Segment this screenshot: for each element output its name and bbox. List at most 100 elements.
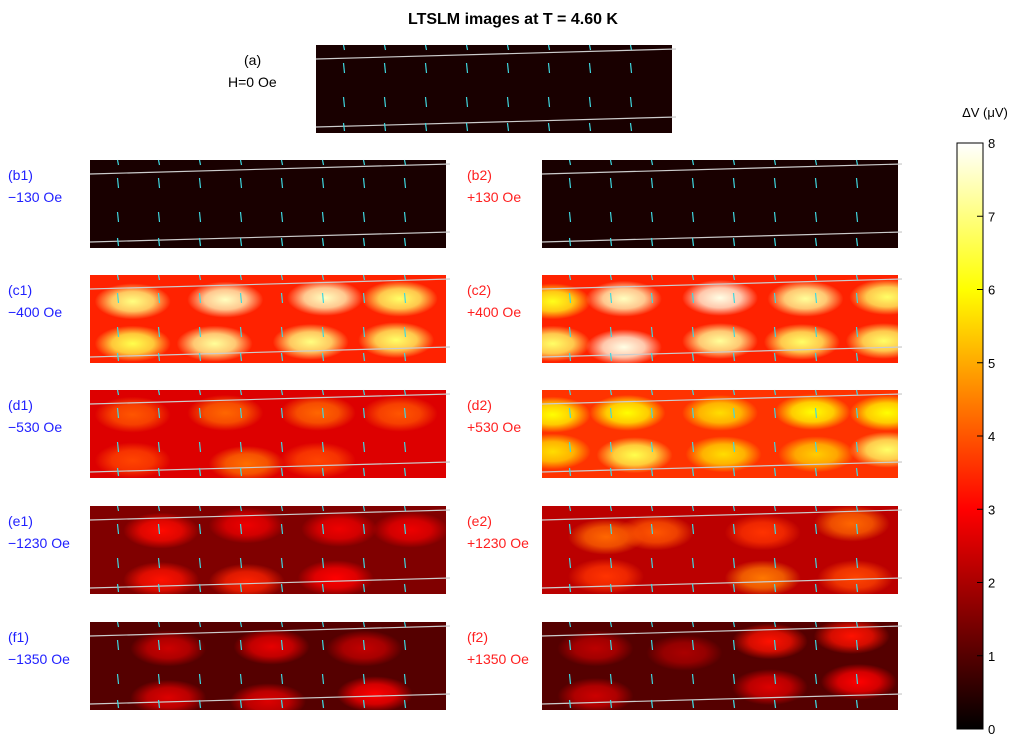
panel-tag: (b1)	[8, 167, 33, 183]
panel-background	[90, 160, 446, 248]
marker-tick	[609, 407, 613, 419]
vertical-markers	[116, 621, 407, 709]
marker-tick	[362, 639, 366, 651]
marker-tick	[342, 44, 346, 51]
marker-tick	[239, 326, 243, 338]
marker-tick	[547, 122, 551, 132]
edge-line-top	[89, 509, 451, 521]
marker-tick	[855, 621, 859, 628]
colorbar-tick-label: 1	[988, 649, 995, 664]
marker-tick	[157, 159, 161, 166]
marker-tick	[280, 557, 284, 569]
panel-d1: (d1) −530 Oe	[8, 389, 451, 478]
marker-tick	[568, 237, 572, 247]
marker-tick	[321, 211, 325, 223]
panel-spots	[542, 394, 898, 474]
panel-background	[316, 45, 672, 133]
marker-tick	[814, 699, 818, 709]
marker-tick	[116, 211, 120, 223]
marker-tick	[116, 326, 120, 338]
marker-tick	[568, 557, 572, 569]
marker-tick	[239, 583, 243, 593]
marker-tick	[650, 699, 654, 709]
marker-tick	[198, 237, 202, 247]
marker-tick	[321, 237, 325, 247]
marker-tick	[239, 441, 243, 453]
marker-tick	[609, 639, 613, 651]
marker-tick	[609, 177, 613, 189]
marker-tick	[609, 467, 613, 477]
panel-spots	[94, 279, 438, 362]
vertical-markers	[342, 44, 633, 132]
hot-spot	[542, 283, 591, 320]
edge-line-top	[89, 163, 451, 175]
hot-spot	[286, 279, 363, 316]
marker-tick	[855, 583, 859, 593]
panel-c2: (c2) +400 Oe	[467, 274, 903, 363]
marker-tick	[321, 352, 325, 362]
panel-e1: (e1) −1230 Oe	[8, 505, 451, 594]
colorbar-label: ΔV (μV)	[962, 105, 1008, 120]
marker-tick	[198, 159, 202, 166]
marker-tick	[157, 352, 161, 362]
marker-tick	[321, 699, 325, 709]
marker-tick	[198, 211, 202, 223]
marker-tick	[855, 352, 859, 362]
marker-tick	[609, 211, 613, 223]
marker-tick	[773, 639, 777, 651]
marker-tick	[157, 326, 161, 338]
hot-spot	[358, 322, 435, 359]
marker-tick	[629, 122, 633, 132]
hot-spot	[272, 323, 349, 360]
panel-tag: (c1)	[8, 282, 32, 298]
hot-spot	[94, 396, 171, 433]
marker-tick	[568, 523, 572, 535]
marker-tick	[157, 699, 161, 709]
marker-tick	[609, 274, 613, 281]
marker-tick	[198, 523, 202, 535]
marker-tick	[855, 441, 859, 453]
marker-tick	[362, 407, 366, 419]
marker-tick	[362, 523, 366, 535]
marker-tick	[855, 467, 859, 477]
marker-tick	[198, 292, 202, 304]
marker-tick	[239, 292, 243, 304]
marker-tick	[362, 177, 366, 189]
marker-tick	[239, 505, 243, 512]
hot-spot	[94, 442, 171, 478]
panel-spots	[542, 279, 898, 363]
marker-tick	[609, 583, 613, 593]
panel-background	[542, 160, 898, 248]
hot-spot	[585, 329, 662, 363]
marker-tick	[691, 523, 695, 535]
colorbar-tick-label: 5	[988, 356, 995, 371]
panel-field: −1230 Oe	[8, 535, 70, 551]
marker-tick	[157, 237, 161, 247]
marker-tick	[773, 389, 777, 396]
hot-spot	[682, 279, 758, 316]
hot-spot	[297, 560, 374, 594]
marker-tick	[362, 237, 366, 247]
marker-tick	[773, 673, 777, 685]
vertical-markers	[116, 389, 407, 477]
marker-tick	[362, 557, 366, 569]
marker-tick	[568, 407, 572, 419]
marker-tick	[732, 699, 736, 709]
marker-tick	[691, 352, 695, 362]
marker-tick	[732, 274, 736, 281]
marker-tick	[362, 352, 366, 362]
marker-tick	[362, 583, 366, 593]
hot-spot	[731, 669, 808, 706]
edge-line-top	[541, 393, 903, 405]
marker-tick	[239, 673, 243, 685]
edge-line-bottom	[89, 693, 451, 705]
edge-line-bottom	[89, 577, 451, 589]
marker-tick	[568, 292, 572, 304]
hot-spot	[589, 394, 666, 431]
marker-tick	[403, 177, 407, 189]
panel-e2: (e2) +1230 Oe	[467, 505, 903, 594]
marker-tick	[116, 159, 120, 166]
marker-tick	[773, 505, 777, 512]
panel-a: (a) H=0 Oe	[228, 44, 677, 133]
marker-tick	[732, 159, 736, 166]
